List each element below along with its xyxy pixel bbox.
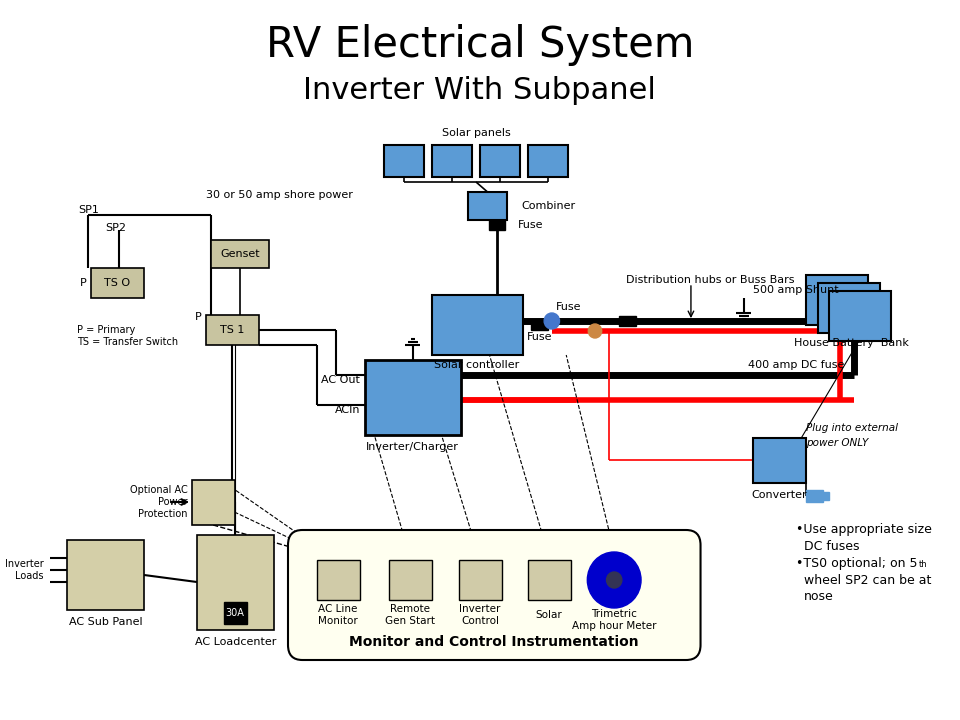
Text: nose: nose [804,590,834,603]
FancyBboxPatch shape [389,560,432,600]
Text: Solar: Solar [536,610,563,620]
FancyBboxPatch shape [67,540,144,610]
FancyBboxPatch shape [818,283,880,333]
FancyBboxPatch shape [754,438,806,483]
Text: AC Loadcenter: AC Loadcenter [195,637,276,647]
Text: Solar panels: Solar panels [442,128,511,138]
Text: •Use appropriate size: •Use appropriate size [797,523,932,536]
FancyBboxPatch shape [480,145,520,177]
FancyBboxPatch shape [206,315,259,345]
Text: Remote
Gen Start: Remote Gen Start [385,604,435,626]
Text: wheel SP2 can be at: wheel SP2 can be at [804,574,931,587]
Text: 400 amp DC fuse: 400 amp DC fuse [748,360,845,370]
Text: TS 1: TS 1 [220,325,245,335]
Text: TS = Transfer Switch: TS = Transfer Switch [77,337,178,347]
Text: P = Primary: P = Primary [77,325,135,335]
FancyBboxPatch shape [619,316,636,326]
Text: P: P [80,278,86,288]
FancyBboxPatch shape [197,535,274,630]
FancyBboxPatch shape [531,320,548,330]
FancyBboxPatch shape [384,145,424,177]
FancyBboxPatch shape [490,220,505,230]
Text: House Battery  Bank: House Battery Bank [794,338,908,348]
Text: 500 amp Shunt: 500 amp Shunt [754,285,839,295]
FancyBboxPatch shape [91,268,144,298]
FancyBboxPatch shape [211,240,269,268]
FancyBboxPatch shape [824,492,829,500]
Text: Distribution hubs or Buss Bars: Distribution hubs or Buss Bars [626,275,794,285]
Text: AC Sub Panel: AC Sub Panel [69,617,142,627]
Text: Trimetric
Amp hour Meter: Trimetric Amp hour Meter [572,609,657,631]
Text: Fuse: Fuse [557,302,582,312]
Circle shape [607,572,622,588]
Text: AC Out: AC Out [321,375,360,385]
Text: Protection: Protection [138,509,187,519]
FancyBboxPatch shape [528,145,568,177]
Text: Monitor and Control Instrumentation: Monitor and Control Instrumentation [349,635,639,649]
Text: Converter: Converter [752,490,807,500]
Text: AC Line
Monitor: AC Line Monitor [318,604,358,626]
Text: Solar controller: Solar controller [434,360,519,370]
FancyBboxPatch shape [459,560,502,600]
Text: 30A: 30A [226,608,245,618]
Text: 30 or 50 amp shore power: 30 or 50 amp shore power [206,190,353,200]
Text: th: th [920,560,928,569]
FancyBboxPatch shape [224,602,247,624]
FancyBboxPatch shape [317,560,360,600]
Text: Optional AC: Optional AC [130,485,187,495]
Text: RV Electrical System: RV Electrical System [266,24,694,66]
FancyBboxPatch shape [468,192,507,220]
Text: Inverter
Control: Inverter Control [459,604,500,626]
Text: P: P [195,312,202,322]
FancyBboxPatch shape [432,295,523,355]
Text: SP2: SP2 [105,223,126,233]
Circle shape [544,313,560,329]
Text: Genset: Genset [220,249,260,259]
Circle shape [588,552,641,608]
Text: Power: Power [157,497,187,507]
Text: Fuse: Fuse [527,332,552,342]
FancyBboxPatch shape [806,275,869,325]
FancyBboxPatch shape [432,145,472,177]
Text: Fuse: Fuse [518,220,543,230]
FancyBboxPatch shape [365,360,461,435]
FancyBboxPatch shape [192,480,235,525]
Circle shape [588,324,602,338]
Text: TS O: TS O [105,278,131,288]
FancyBboxPatch shape [806,490,824,502]
FancyBboxPatch shape [829,291,892,341]
Text: Inverter/Charger: Inverter/Charger [367,442,459,452]
Text: Inverter: Inverter [5,559,43,569]
FancyBboxPatch shape [288,530,701,660]
Text: Combiner: Combiner [521,201,575,211]
Text: Inverter With Subpanel: Inverter With Subpanel [303,76,657,104]
Text: Loads: Loads [14,571,43,581]
Text: SP1: SP1 [78,205,99,215]
Text: DC fuses: DC fuses [804,539,859,552]
Text: Plug into external: Plug into external [806,423,898,433]
FancyBboxPatch shape [528,560,571,600]
Text: ACIn: ACIn [334,405,360,415]
Text: •TS0 optional; on 5: •TS0 optional; on 5 [797,557,918,570]
Text: power ONLY: power ONLY [806,438,869,448]
